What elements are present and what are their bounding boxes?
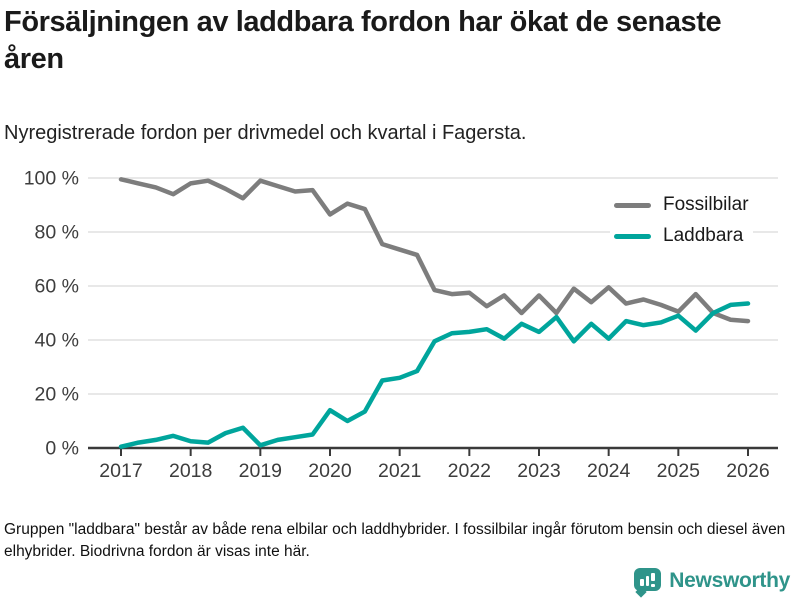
y-axis-tick-label: 100 % <box>24 168 79 190</box>
y-axis-tick-label: 20 % <box>35 384 79 406</box>
x-axis-tick-label: 2019 <box>239 460 282 482</box>
x-axis-tick-label: 2025 <box>657 460 701 482</box>
legend-item-fossilbilar: Fossilbilar <box>614 194 749 216</box>
chart-subtitle: Nyregistrerade fordon per drivmedel och … <box>4 122 527 144</box>
chart-title: Försäljningen av laddbara fordon har öka… <box>4 6 722 76</box>
y-axis-tick-label: 60 % <box>35 276 79 298</box>
chart-legend: Fossilbilar Laddbara <box>610 192 753 249</box>
newsworthy-logo: Newsworthy <box>634 568 790 598</box>
legend-item-laddbara: Laddbara <box>614 225 749 247</box>
x-axis-tick-label: 2018 <box>169 460 212 482</box>
x-axis-tick-label: 2024 <box>587 460 631 482</box>
x-axis-tick-label: 2017 <box>99 460 142 482</box>
x-axis-tick-label: 2026 <box>726 460 769 482</box>
x-axis-tick-label: 2023 <box>517 460 560 482</box>
x-axis-tick-label: 2021 <box>378 460 421 482</box>
y-axis-tick-label: 40 % <box>35 330 79 352</box>
laddbara-line-swatch <box>614 233 651 239</box>
x-axis-tick-label: 2022 <box>448 460 491 482</box>
newsworthy-logo-text: Newsworthy <box>669 569 790 592</box>
legend-label-laddbara: Laddbara <box>663 225 744 246</box>
series-line-fossilbilar <box>118 177 751 324</box>
fossilbilar-line-swatch <box>614 202 651 208</box>
newsworthy-bubble-chart-icon <box>634 568 662 598</box>
series-line-laddbara <box>118 301 751 449</box>
chart-footnote: Gruppen "laddbara" består av både rena e… <box>4 521 786 560</box>
y-axis-tick-label: 0 % <box>45 438 79 460</box>
legend-label-fossilbilar: Fossilbilar <box>663 194 749 215</box>
y-axis-tick-label: 80 % <box>35 222 79 244</box>
x-axis-tick-label: 2020 <box>308 460 352 482</box>
